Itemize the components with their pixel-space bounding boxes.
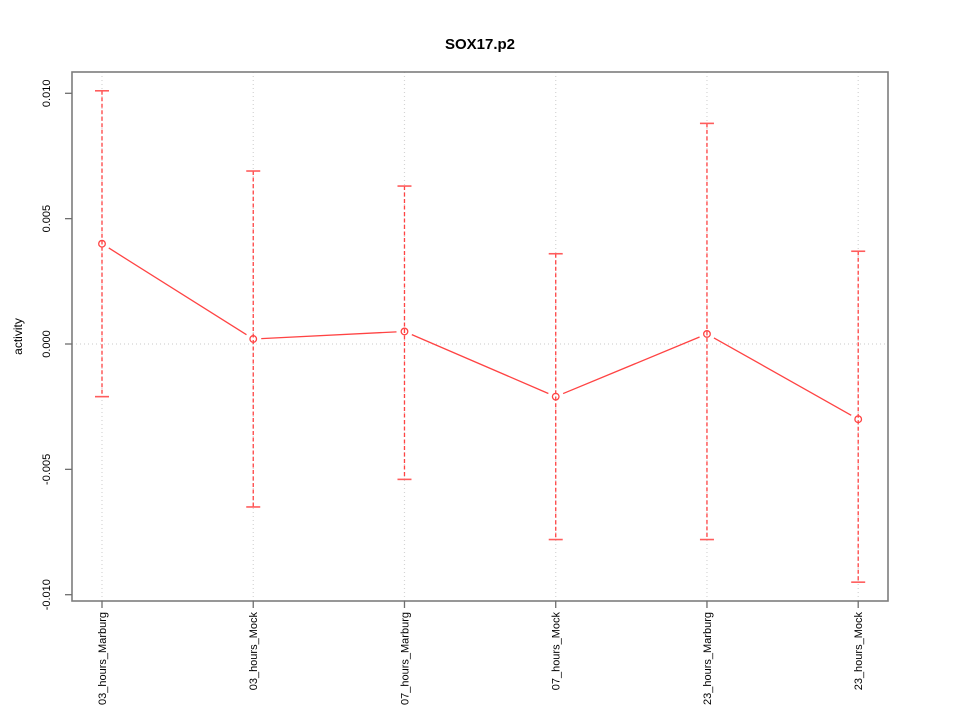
x-tick-label: 03_hours_Mock [248,612,260,691]
series-segment [261,331,397,340]
x-tick-label: 07_hours_Mock [551,612,563,691]
y-tick-label: 0.000 [41,330,53,358]
series-segment [562,336,700,395]
x-tick-label: 23_hours_Mock [853,612,865,691]
data-point-marker [400,327,409,336]
data-point-marker [551,392,560,401]
x-tick-label: 07_hours_Marburg [399,612,411,705]
y-tick-label: 0.005 [41,205,53,233]
data-point-marker [703,330,711,338]
chart-title: SOX17.p2 [445,36,515,53]
data-point-marker [249,335,258,343]
x-tick-label: 23_hours_Marburg [702,612,714,705]
y-tick-label: -0.010 [41,579,53,610]
plot-box [71,71,889,602]
y-tick-label: 0.010 [41,80,53,108]
data-point-marker [98,239,106,248]
y-tick-label: -0.005 [41,454,53,485]
x-tick-label: 03_hours_Marburg [97,612,109,705]
series-segment [108,247,247,336]
series-segment [411,334,549,395]
series-segment [713,337,852,416]
y-axis-label: activity [11,318,25,355]
data-point-marker [854,415,863,424]
